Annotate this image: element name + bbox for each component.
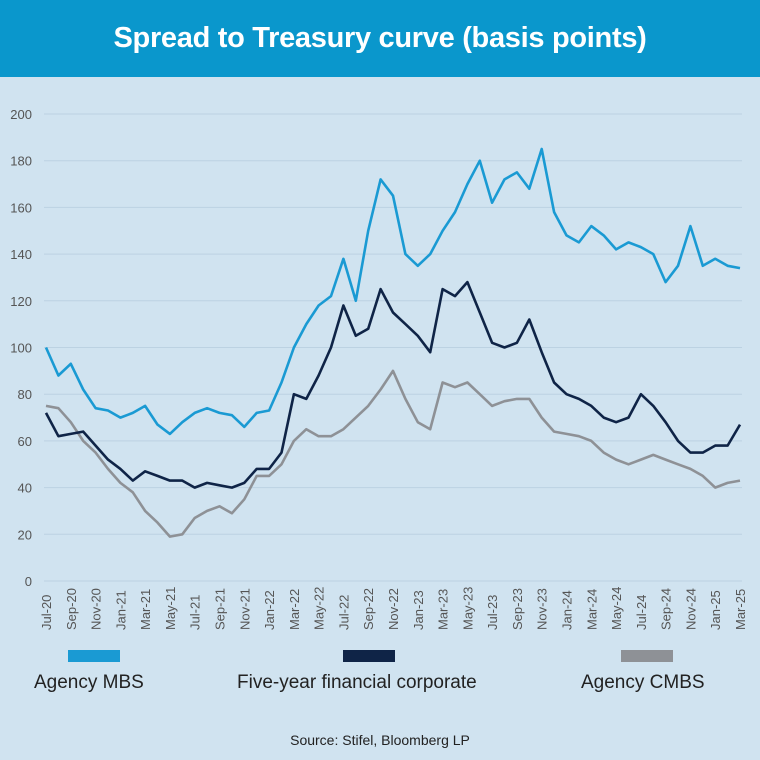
chart-title: Spread to Treasury curve (basis points): [113, 22, 647, 54]
x-tick-label: Sep-23: [510, 588, 525, 630]
x-tick-label: May-23: [460, 587, 475, 630]
x-tick-label: Nov-20: [89, 588, 104, 630]
legend-swatch-corporate: [343, 650, 395, 662]
legend-label: Agency CMBS: [581, 672, 705, 693]
x-tick-label: Mar-25: [733, 589, 748, 630]
y-tick-label: 0: [25, 574, 32, 589]
x-tick-label: Nov-22: [386, 588, 401, 630]
legend-label: Agency MBS: [34, 672, 144, 693]
y-tick-label: 120: [10, 294, 32, 309]
x-tick-label: Sep-20: [64, 588, 79, 630]
x-tick-label: Mar-23: [436, 589, 451, 630]
legend-financial-corporate: Five-year financial corporate: [237, 650, 477, 694]
x-tick-label: Nov-24: [683, 588, 698, 630]
x-tick-label: Jul-22: [336, 595, 351, 630]
x-tick-label: Jul-24: [634, 595, 649, 630]
x-tick-label: Nov-23: [535, 588, 550, 630]
y-tick-label: 40: [18, 481, 32, 496]
y-tick-label: 180: [10, 154, 32, 169]
legend-swatch-cmbs: [621, 650, 673, 662]
y-tick-label: 80: [18, 387, 32, 402]
x-tick-label: Jul-20: [39, 595, 54, 630]
series-line-agency-cmbs: [45, 369, 741, 538]
y-tick-label: 140: [10, 247, 32, 262]
x-tick-label: Sep-24: [659, 588, 674, 630]
source-note: Source: Stifel, Bloomberg LP: [290, 732, 470, 748]
series-line-agency-mbs: [44, 147, 741, 436]
x-tick-label: Jan-25: [708, 590, 723, 630]
y-tick-label: 60: [18, 434, 32, 449]
y-tick-label: 20: [18, 527, 32, 542]
x-tick-label: May-22: [312, 587, 327, 630]
x-tick-label: Jan-24: [560, 590, 575, 630]
x-tick-label: Mar-22: [287, 589, 302, 630]
series-line-five-year-financial-corporate: [44, 280, 742, 489]
y-tick-label: 200: [10, 107, 32, 122]
legend-swatch-mbs: [68, 650, 120, 662]
y-tick-label: 100: [10, 341, 32, 356]
x-tick-label: Nov-21: [237, 588, 252, 630]
x-tick-label: Jan-21: [113, 590, 128, 630]
x-tick-label: Jul-23: [485, 595, 500, 630]
x-tick-label: Jul-21: [188, 595, 203, 630]
x-tick-label: Jan-23: [411, 590, 426, 630]
legend-label: Five-year financial corporate: [237, 672, 477, 693]
x-tick-label: May-21: [163, 587, 178, 630]
legend-agency-cmbs: Agency CMBS: [581, 650, 705, 694]
x-tick-label: May-24: [609, 587, 624, 630]
x-tick-label: Sep-22: [361, 588, 376, 630]
line-chart: 0 20 40 60 80 100 120 140 160 180 200 Jul-20 Sep-20 N…: [10, 107, 748, 630]
legend-agency-mbs: Agency MBS: [34, 650, 144, 694]
x-tick-label: Sep-21: [213, 588, 228, 630]
chart-header: Spread to Treasury curve (basis points): [0, 0, 760, 77]
x-tick-label: Mar-21: [138, 589, 153, 630]
x-tick-label: Mar-24: [584, 589, 599, 630]
y-tick-label: 160: [10, 200, 32, 215]
x-tick-label: Jan-22: [262, 590, 277, 630]
